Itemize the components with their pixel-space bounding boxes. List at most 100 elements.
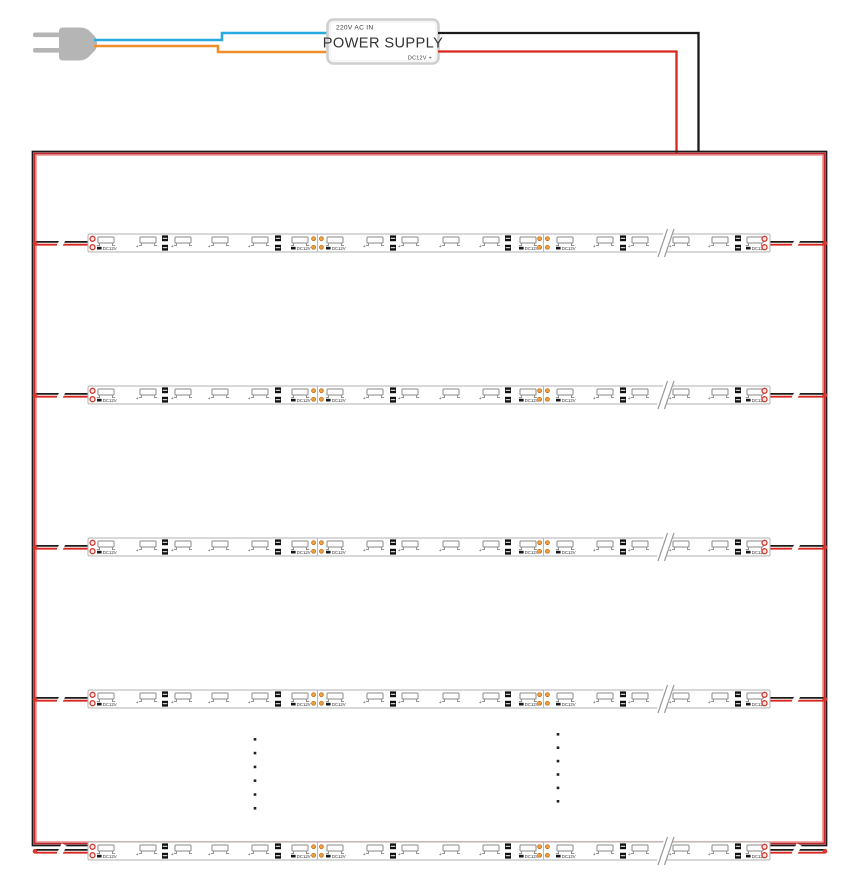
polarity-mark	[746, 702, 751, 706]
solder-pad	[545, 852, 550, 858]
led-package: DC12V	[290, 540, 311, 555]
cut-mark	[311, 538, 324, 556]
led-package: +	[439, 388, 461, 402]
led-package: +	[136, 540, 158, 554]
led-leg-left	[138, 699, 142, 703]
plus-mark: +	[593, 548, 596, 554]
plus-mark: +	[669, 700, 672, 706]
resistor	[620, 387, 626, 403]
led-leg-right	[341, 547, 345, 551]
led-leg-left	[173, 395, 177, 399]
led-leg-left	[138, 851, 142, 855]
strip-voltage-label: DC12V	[562, 246, 576, 251]
led-leg-right	[306, 699, 310, 703]
dc-wire-negative-black	[438, 31, 700, 152]
cut-mark	[537, 234, 550, 252]
led-leg-left	[518, 699, 522, 703]
polarity-mark	[326, 550, 331, 554]
led-package: DC12V	[290, 388, 311, 403]
led-leg-left	[290, 243, 294, 247]
led-package: +	[628, 388, 650, 402]
led-leg-right	[646, 699, 650, 703]
ac-plug-icon	[33, 27, 97, 61]
led-leg-right	[416, 547, 420, 551]
led-leg-right	[381, 851, 385, 855]
led-leg-right	[154, 547, 158, 551]
wire-break-slash	[790, 843, 802, 859]
plus-mark: +	[363, 700, 366, 706]
polarity-mark	[291, 702, 296, 706]
bus-frame-black	[31, 150, 828, 847]
plus-mark: +	[628, 396, 631, 402]
led-leg-left	[481, 395, 485, 399]
cut-mark	[311, 386, 324, 404]
strip-voltage-label: DC12V	[525, 550, 539, 555]
led-package: +	[248, 388, 270, 402]
polarity-mark	[97, 854, 102, 858]
plus-mark: +	[363, 396, 366, 402]
ellipsis-dot	[556, 759, 560, 763]
led-package: +	[248, 844, 270, 858]
strip-voltage-label: DC12V	[525, 246, 539, 251]
resistor	[162, 843, 168, 859]
polarity-mark	[291, 398, 296, 402]
solder-pad	[319, 692, 324, 698]
led-strip-row-2: DC12V + + + + DC12V DC12V + + + + DC12V DC12V + + + + DC1…	[32, 378, 828, 412]
led-leg-left	[210, 851, 214, 855]
led-package: +	[248, 236, 270, 250]
strip-voltage-label: DC12V	[103, 854, 117, 859]
led-leg-right	[226, 243, 230, 247]
strip-continuation-break	[655, 530, 675, 564]
ellipsis-dot	[253, 751, 257, 755]
plus-mark: +	[208, 244, 211, 250]
resistor	[275, 387, 281, 403]
wire-break-slash	[55, 691, 67, 707]
plus-mark: +	[398, 396, 401, 402]
led-leg-right	[416, 395, 420, 399]
led-package: +	[439, 692, 461, 706]
solder-pad	[537, 396, 542, 402]
led-package: +	[398, 692, 420, 706]
bus-junction-dot	[32, 393, 38, 398]
led-package: +	[479, 540, 501, 554]
led-leg-left	[173, 243, 177, 247]
led-leg-left	[481, 547, 485, 551]
dc-wire-positive-red	[438, 50, 678, 155]
led-leg-left	[441, 243, 445, 247]
polarity-mark	[519, 246, 524, 250]
plus-mark: +	[708, 396, 711, 402]
solder-pad	[537, 852, 542, 858]
led-leg-left	[518, 851, 522, 855]
plus-mark: +	[398, 548, 401, 554]
solder-pad	[319, 844, 324, 850]
strip-voltage-label: DC12V	[752, 398, 766, 403]
led-leg-left	[441, 851, 445, 855]
resistor	[735, 691, 741, 707]
led-leg-right	[112, 699, 116, 703]
resistor	[162, 691, 168, 707]
plus-mark: +	[708, 852, 711, 858]
resistor	[162, 387, 168, 403]
bus-junction-dot	[822, 241, 828, 246]
resistor	[275, 235, 281, 251]
led-leg-right	[112, 243, 116, 247]
power-supply-dc-label: DC12V +	[408, 56, 432, 62]
plus-mark: +	[669, 852, 672, 858]
led-leg-right	[341, 851, 345, 855]
led-package: DC12V	[290, 692, 311, 707]
led-leg-left	[441, 395, 445, 399]
polarity-mark	[519, 398, 524, 402]
led-leg-left	[555, 851, 559, 855]
wire-break-slash	[790, 539, 802, 555]
solder-pad	[537, 844, 542, 850]
led-leg-right	[497, 243, 501, 247]
plus-mark: +	[248, 700, 251, 706]
led-leg-left	[745, 395, 749, 399]
polarity-mark	[746, 398, 751, 402]
led-leg-left	[365, 547, 369, 551]
solder-pad	[545, 844, 550, 850]
plus-mark: +	[669, 548, 672, 554]
wire-break-slash	[55, 235, 67, 251]
led-leg-right	[611, 243, 615, 247]
wire-break-slash	[55, 843, 67, 859]
